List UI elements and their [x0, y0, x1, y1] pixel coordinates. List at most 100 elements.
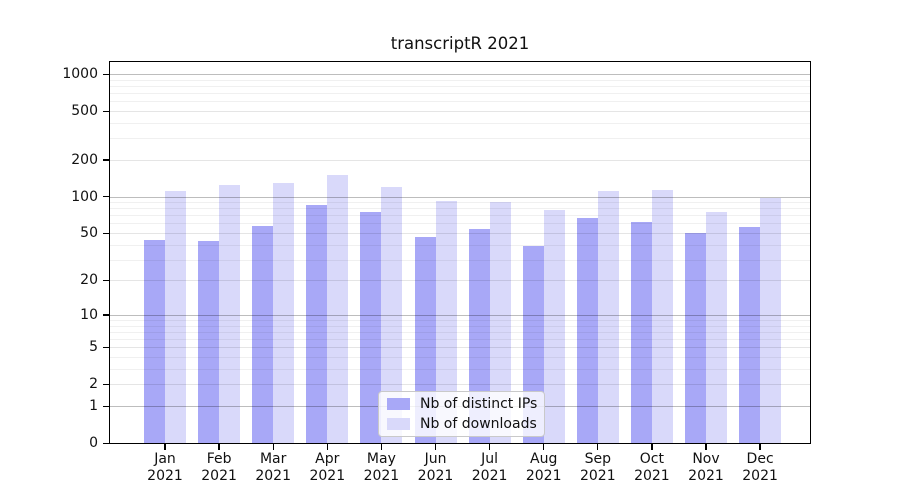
bar-distinct-ips-apr: [306, 205, 328, 443]
bar-downloads-aug: [543, 209, 565, 443]
gridline-700: [110, 93, 810, 94]
gridline-400: [110, 122, 810, 124]
x-tick-label-apr: Apr 2021: [309, 451, 346, 484]
x-tick-label-feb: Feb 2021: [201, 451, 237, 484]
y-tick-10: [103, 314, 109, 316]
bar-distinct-ips-may: [360, 211, 382, 443]
bar-downloads-oct: [651, 190, 673, 443]
gridline-600: [110, 101, 810, 103]
x-tick-label-dec: Dec 2021: [742, 451, 778, 484]
gridline-40: [110, 244, 810, 246]
y-tick-label-1: 1: [89, 398, 98, 414]
bar-downloads-dec: [760, 198, 782, 443]
bar-downloads-feb: [219, 185, 241, 443]
x-tick-label-jun: Jun 2021: [417, 451, 454, 484]
plot-area: [109, 61, 811, 444]
x-tick-feb: [218, 444, 220, 450]
x-tick-label-may: May 2021: [363, 451, 400, 484]
gridline-30: [110, 259, 810, 261]
gridline-60: [110, 223, 810, 225]
gridline-5: [110, 347, 810, 349]
x-tick-jun: [434, 444, 437, 450]
legend-row-downloads: Nb of downloads: [379, 416, 544, 432]
gridline-100: [110, 196, 810, 198]
x-tick-label-sep: Sep 2021: [579, 451, 616, 484]
y-tick-20: [103, 279, 109, 282]
x-tick-nov: [705, 444, 707, 450]
gridline-200: [110, 159, 810, 161]
gridline-1000: [110, 74, 810, 75]
x-tick-oct: [651, 444, 653, 450]
gridline-800: [110, 85, 810, 87]
y-tick-5: [103, 346, 109, 349]
y-tick-0: [103, 442, 109, 444]
gridline-20: [110, 280, 810, 282]
bar-distinct-ips-sep: [576, 218, 598, 443]
y-tick-label-100: 100: [71, 188, 98, 205]
legend-swatch-distinct-ips: [387, 398, 410, 410]
y-tick-label-1000: 1000: [62, 66, 98, 82]
x-tick-mar: [272, 444, 274, 450]
gridline-8: [110, 325, 810, 327]
gridline-10: [110, 314, 810, 316]
x-tick-jan: [164, 444, 166, 450]
bar-downloads-jan: [165, 190, 186, 443]
x-tick-label-aug: Aug 2021: [525, 451, 562, 484]
y-tick-label-2: 2: [89, 376, 98, 393]
gridline-500: [110, 111, 810, 112]
bar-distinct-ips-dec: [739, 227, 761, 443]
x-tick-dec: [759, 444, 761, 450]
legend-label-distinct-ips: Nb of distinct IPs: [420, 396, 538, 412]
x-tick-label-nov: Nov 2021: [688, 451, 724, 484]
y-tick-50: [103, 232, 109, 234]
bar-downloads-sep: [597, 190, 619, 443]
bar-distinct-ips-feb: [198, 240, 220, 443]
bar-downloads-nov: [706, 211, 727, 443]
legend-swatch-downloads: [387, 418, 410, 430]
y-tick-200: [103, 159, 109, 161]
gridline-2: [110, 384, 810, 386]
bar-distinct-ips-jul: [468, 229, 490, 443]
y-tick-500: [103, 110, 109, 112]
chart-title: transcriptR 2021: [390, 34, 530, 53]
gridline-6: [110, 339, 810, 341]
bar-distinct-ips-nov: [685, 233, 706, 443]
x-tick-aug: [543, 444, 545, 450]
x-tick-label-jan: Jan 2021: [147, 451, 183, 484]
bar-distinct-ips-mar: [252, 226, 274, 443]
bar-downloads-jul: [489, 202, 511, 443]
gridline-3: [110, 369, 810, 370]
gridline-7: [110, 331, 810, 333]
y-tick-label-0: 0: [89, 435, 98, 451]
legend: Nb of distinct IPs Nb of downloads: [378, 391, 545, 437]
bar-distinct-ips-oct: [630, 221, 652, 443]
x-tick-label-mar: Mar 2021: [255, 451, 291, 484]
x-tick-jul: [488, 444, 491, 450]
y-tick-label-10: 10: [80, 306, 98, 323]
gridline-50: [110, 233, 810, 234]
gridline-90: [110, 202, 810, 204]
y-tick-label-50: 50: [80, 225, 98, 241]
bar-downloads-may: [381, 187, 403, 443]
y-tick-label-5: 5: [89, 339, 98, 356]
y-tick-1000: [103, 73, 109, 75]
bar-downloads-apr: [327, 174, 349, 443]
gridline-900: [110, 79, 810, 81]
x-tick-label-jul: Jul 2021: [471, 451, 508, 484]
bar-distinct-ips-jan: [144, 239, 165, 443]
legend-row-distinct-ips: Nb of distinct IPs: [379, 396, 544, 412]
gridline-4: [110, 357, 810, 358]
legend-label-downloads: Nb of downloads: [420, 416, 537, 432]
y-tick-label-20: 20: [80, 272, 98, 289]
gridline-70: [110, 215, 810, 217]
bar-downloads-mar: [273, 183, 295, 443]
y-tick-label-200: 200: [71, 151, 98, 168]
x-tick-may: [380, 444, 383, 450]
bar-downloads-jun: [435, 200, 457, 443]
gridline-80: [110, 208, 810, 210]
gridline-9: [110, 320, 810, 321]
x-tick-apr: [326, 444, 328, 450]
gridline-300: [110, 138, 810, 140]
y-tick-2: [103, 383, 109, 386]
